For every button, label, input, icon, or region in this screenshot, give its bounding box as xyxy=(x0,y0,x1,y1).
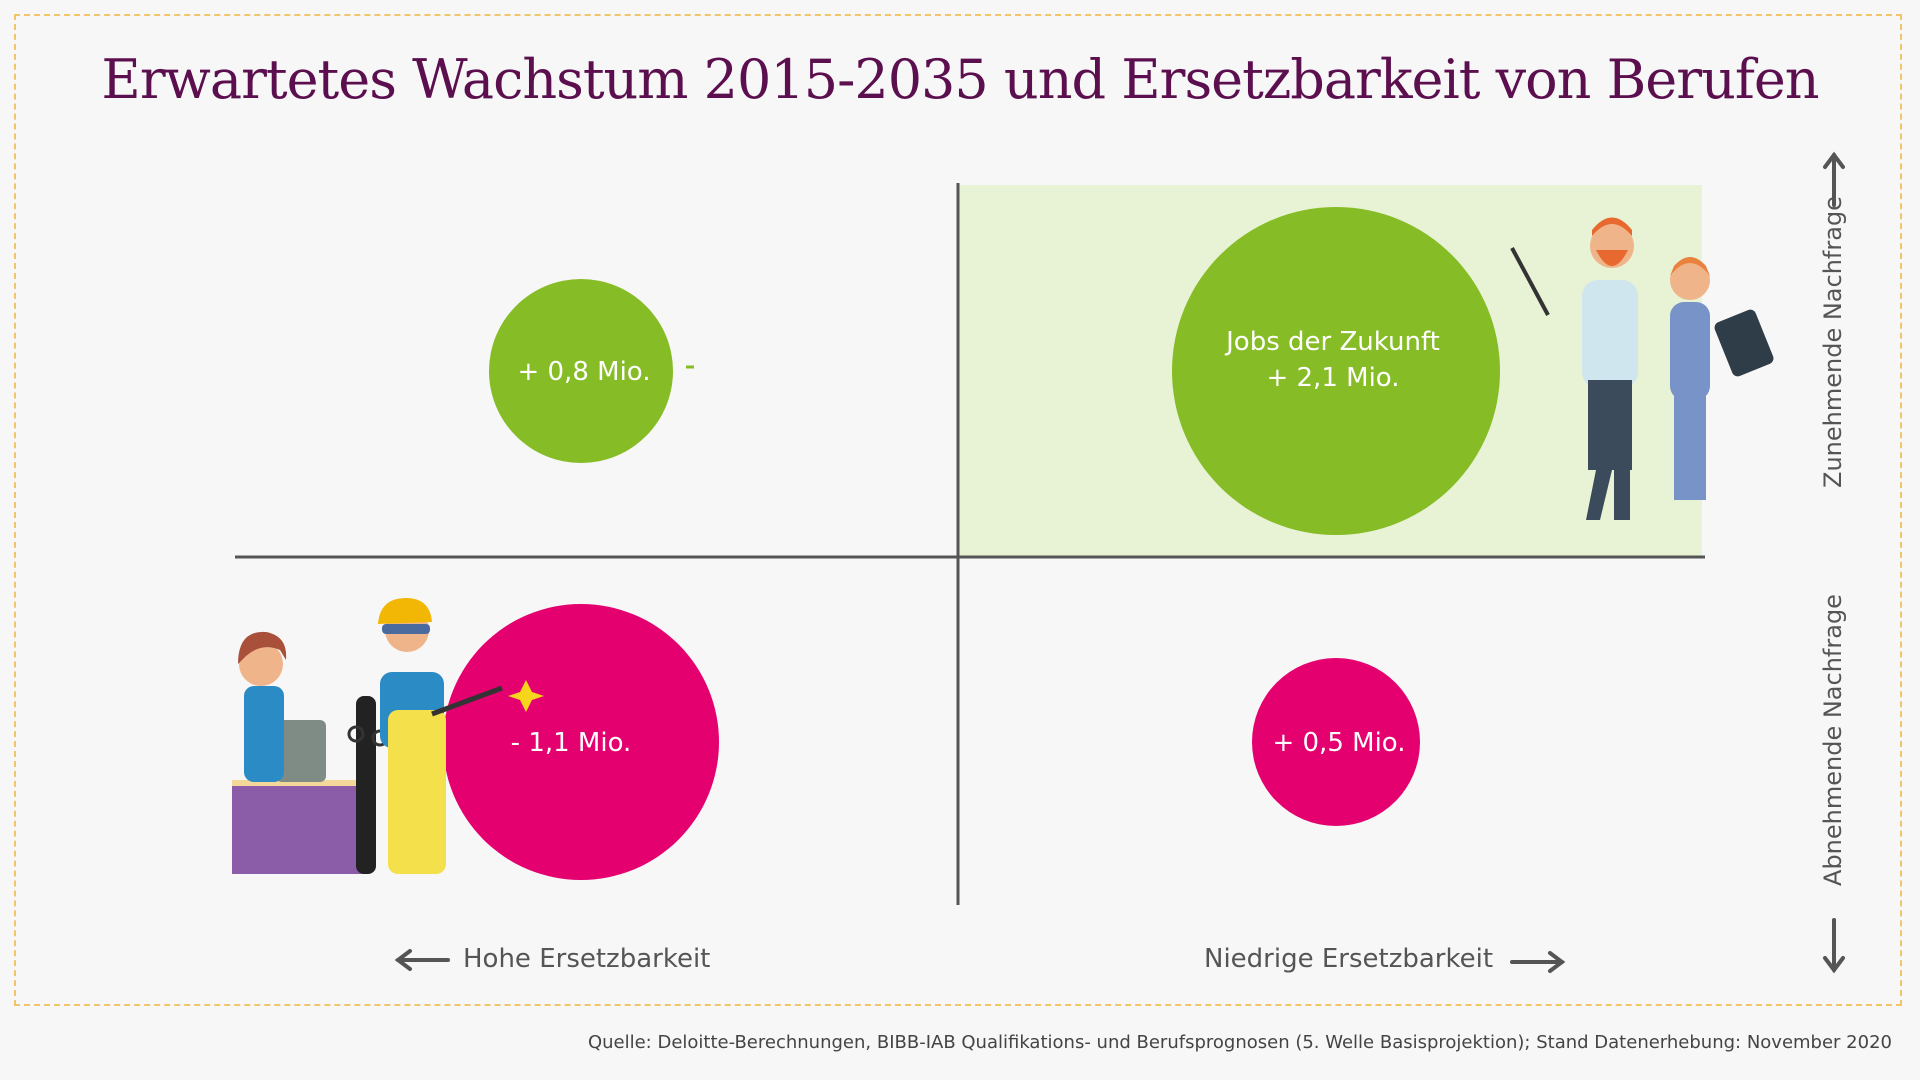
bubble-bottom-left: - 1,1 Mio. xyxy=(443,604,719,880)
source-note: Quelle: Deloitte-Berechnungen, BIBB-IAB … xyxy=(587,1032,1892,1053)
left-axis-label: Hohe Ersetzbarkeit xyxy=(463,944,711,974)
right-axis-label: Niedrige Ersetzbarkeit xyxy=(1204,944,1494,974)
bubble-bottom-right-label: + 0,5 Mio. xyxy=(1272,728,1405,758)
bubble-bottom-right: + 0,5 Mio. xyxy=(1252,658,1420,826)
dashed-frame xyxy=(14,14,1902,1006)
bubble-top-right-label: + 2,1 Mio. xyxy=(1266,363,1399,393)
up-arrow-icon xyxy=(1823,151,1845,207)
right-arrow-icon xyxy=(1510,951,1566,973)
bubble-top-left: + 0,8 Mio. xyxy=(489,279,673,463)
left-arrow-icon xyxy=(394,949,450,971)
professionals-illustration xyxy=(1510,217,1774,520)
down-arrow-icon xyxy=(1823,918,1845,974)
bubble-top-left-label: + 0,8 Mio. xyxy=(517,357,650,387)
chart-title: Erwartetes Wachstum 2015-2035 und Ersetz… xyxy=(101,48,1819,111)
bubble-bottom-left-label: - 1,1 Mio. xyxy=(511,728,632,758)
top-axis-label: Zunehmende Nachfrage xyxy=(1819,196,1847,488)
bubble-top-right-title: Jobs der Zukunft xyxy=(1224,327,1440,357)
bottom-axis-label: Abnehmende Nachfrage xyxy=(1819,594,1847,886)
bubble-top-right: Jobs der Zukunft + 2,1 Mio. xyxy=(1172,207,1500,535)
workers-illustration xyxy=(232,598,544,874)
